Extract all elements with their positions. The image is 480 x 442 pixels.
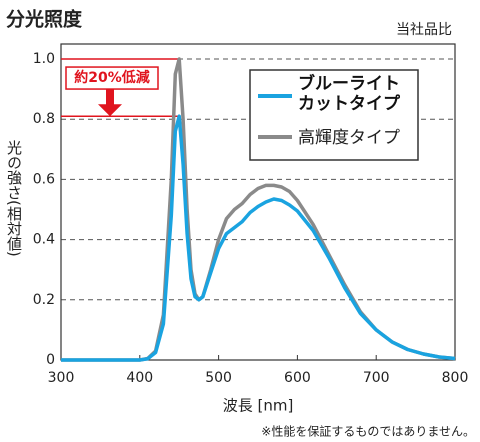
y-axis-label: 光の強さ(相対値) xyxy=(5,140,23,257)
x-axis-label: 波長 [nm] xyxy=(223,397,294,415)
y-tick-label: 0 xyxy=(46,352,55,368)
annotation-arrow xyxy=(98,89,122,117)
legend-label: 高輝度タイプ xyxy=(298,128,400,148)
subtitle: 当社品比 xyxy=(396,22,452,38)
series-line xyxy=(61,114,456,362)
y-tick-label: 0.6 xyxy=(33,171,55,187)
plot-frame xyxy=(60,43,456,361)
y-tick-label: 0.2 xyxy=(33,292,55,308)
y-tick-label: 0.4 xyxy=(33,232,55,248)
x-tick-label: 400 xyxy=(126,370,153,386)
x-tick-label: 500 xyxy=(205,370,232,386)
legend-box xyxy=(249,69,419,161)
x-tick-label: 700 xyxy=(363,370,390,386)
x-tick-label: 300 xyxy=(48,370,75,386)
y-tick-label: 1.0 xyxy=(33,51,55,67)
annotation: 約20%低減 xyxy=(74,69,150,86)
legend-label: ブルーライトカットタイプ xyxy=(298,74,400,114)
x-tick-label: 600 xyxy=(284,370,311,386)
y-tick-label: 0.8 xyxy=(33,111,55,127)
x-tick-label: 800 xyxy=(442,370,469,386)
footnote: ※性能を保証するものではありません。 xyxy=(261,425,475,439)
chart-title: 分光照度 xyxy=(6,8,83,31)
